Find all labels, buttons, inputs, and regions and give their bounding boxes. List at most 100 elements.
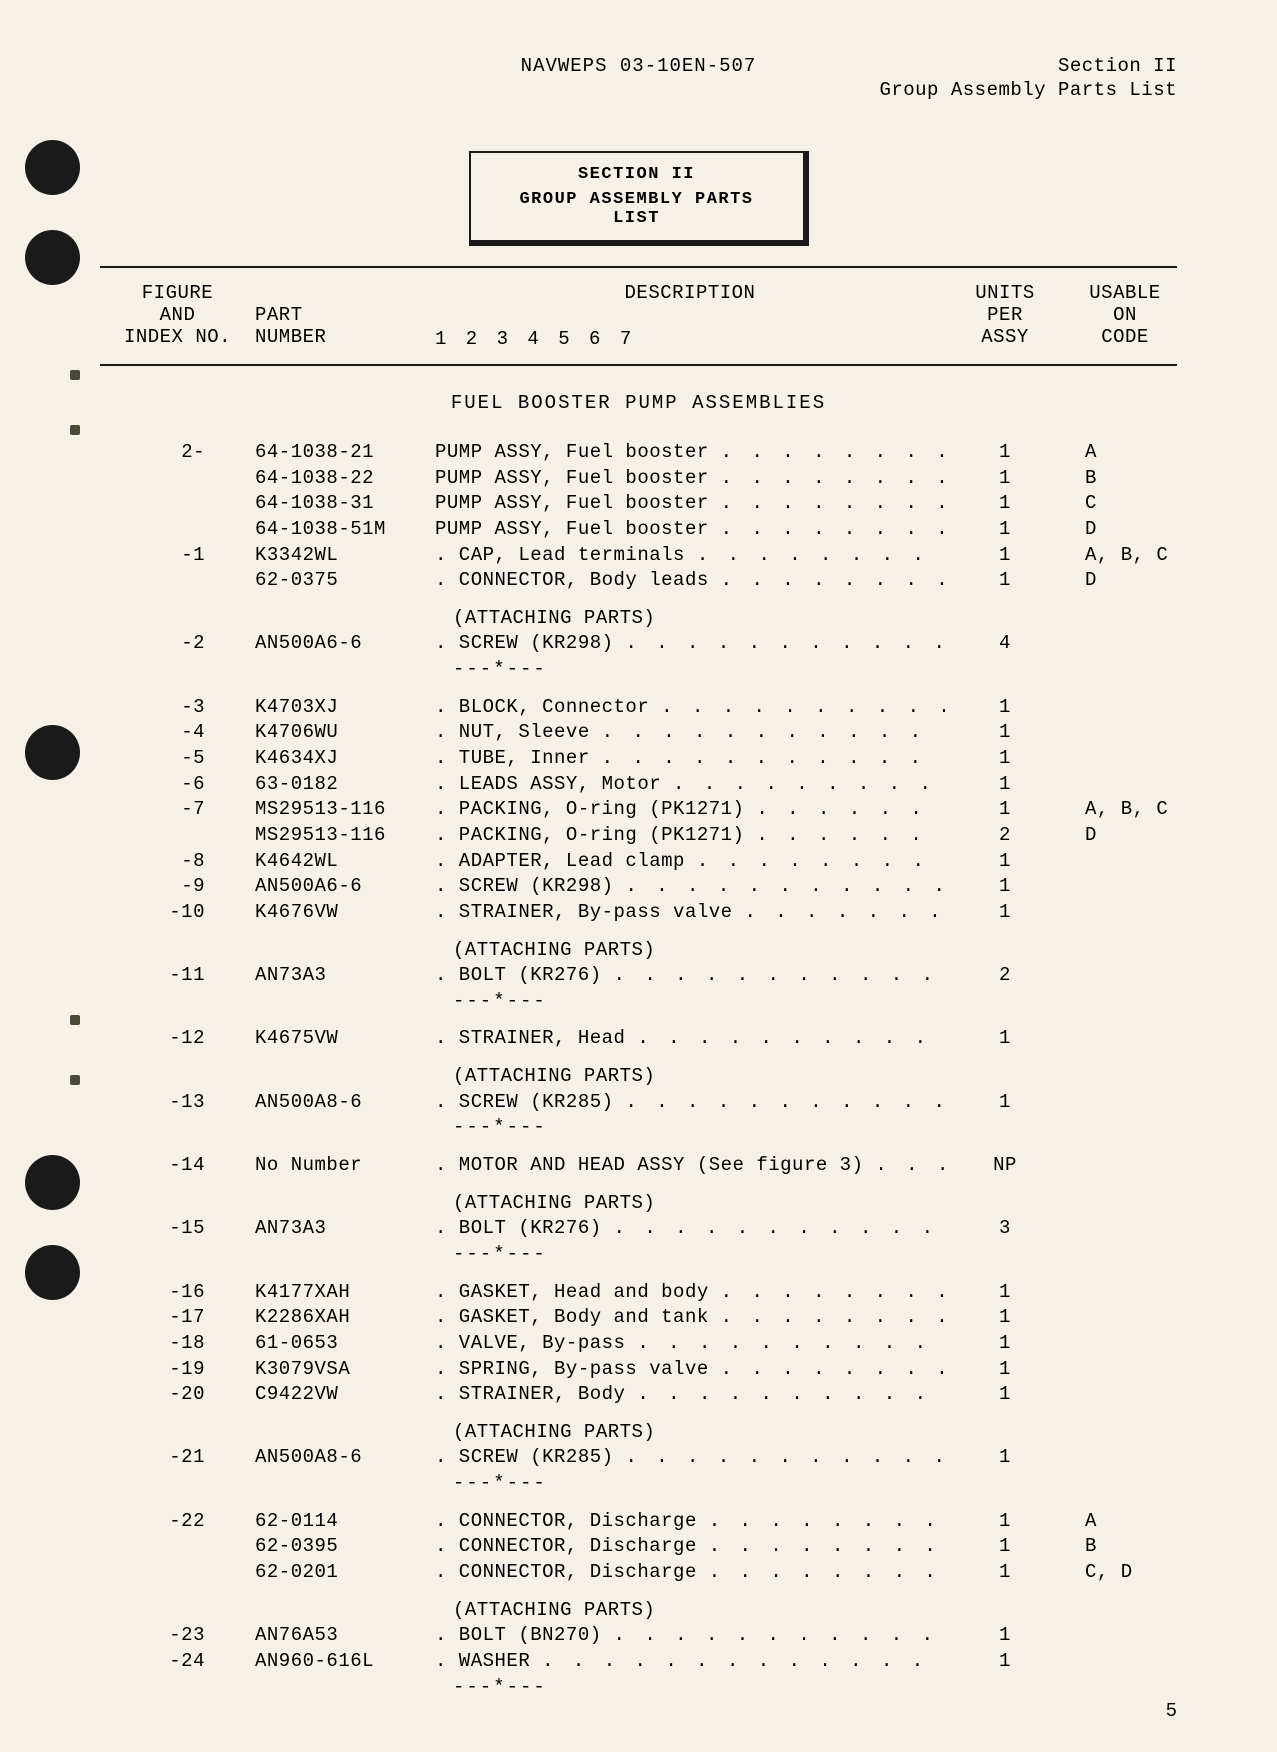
cell-part-number: K4675VW xyxy=(255,1026,425,1052)
cell-units: 1 xyxy=(945,720,1065,746)
section-label: Section II xyxy=(818,55,1177,77)
assembly-title: FUEL BOOSTER PUMP ASSEMBLIES xyxy=(100,392,1177,414)
cell-description: . CONNECTOR, Body leads . . . . . . . . … xyxy=(425,568,945,594)
cell-usable-code: A xyxy=(1065,1509,1185,1535)
cell-index: -22 xyxy=(100,1509,255,1535)
separator-row: ---*--- xyxy=(100,1115,1177,1141)
page-mark xyxy=(70,1015,80,1025)
cell-units: 3 xyxy=(945,1216,1065,1242)
table-row: 64-1038-22 PUMP ASSY, Fuel booster . . .… xyxy=(100,466,1177,492)
attaching-parts-header: (ATTACHING PARTS) xyxy=(100,1191,1177,1217)
cell-units: 1 xyxy=(945,1560,1065,1586)
cell-index: -13 xyxy=(100,1090,255,1116)
cell-part-number: AN73A3 xyxy=(255,1216,425,1242)
cell-units: 1 xyxy=(945,491,1065,517)
cell-description: . VALVE, By-pass . . . . . . . . . . . .… xyxy=(425,1331,945,1357)
cell-units: 2 xyxy=(945,963,1065,989)
attaching-parts-header: (ATTACHING PARTS) xyxy=(100,1598,1177,1624)
cell-part-number: MS29513-116 xyxy=(255,823,425,849)
doc-number: NAVWEPS 03-10EN-507 xyxy=(459,55,818,101)
table-row: 64-1038-51M PUMP ASSY, Fuel booster . . … xyxy=(100,517,1177,543)
separator-row: ---*--- xyxy=(100,1471,1177,1497)
cell-usable-code: C, D xyxy=(1065,1560,1185,1586)
cell-description: . STRAINER, Head . . . . . . . . . . . .… xyxy=(425,1026,945,1052)
cell-index: -20 xyxy=(100,1382,255,1408)
cell-description: . PACKING, O-ring (PK1271) . . . . . . .… xyxy=(425,797,945,823)
cell-units: 1 xyxy=(945,1445,1065,1471)
cell-part-number: AN960-616L xyxy=(255,1649,425,1675)
cell-usable-code: A xyxy=(1065,440,1185,466)
table-row: -17 K2286XAH . GASKET, Body and tank . .… xyxy=(100,1305,1177,1331)
section-title-box: SECTION II GROUP ASSEMBLY PARTS LIST xyxy=(469,151,809,246)
attaching-parts-header: (ATTACHING PARTS) xyxy=(100,1064,1177,1090)
cell-index: -19 xyxy=(100,1357,255,1383)
cell-units: 1 xyxy=(945,874,1065,900)
cell-units: 2 xyxy=(945,823,1065,849)
cell-part-number: K3342WL xyxy=(255,543,425,569)
cell-description: . SCREW (KR285) . . . . . . . . . . . . … xyxy=(425,1090,945,1116)
cell-part-number: 64-1038-51M xyxy=(255,517,425,543)
cell-description: . ADAPTER, Lead clamp . . . . . . . . . … xyxy=(425,849,945,875)
cell-part-number: AN73A3 xyxy=(255,963,425,989)
cell-units: 1 xyxy=(945,517,1065,543)
cell-description: . CONNECTOR, Discharge . . . . . . . . .… xyxy=(425,1560,945,1586)
table-row: 62-0201 . CONNECTOR, Discharge . . . . .… xyxy=(100,1560,1177,1586)
cell-units: 1 xyxy=(945,1090,1065,1116)
cell-index: -8 xyxy=(100,849,255,875)
cell-description: . CONNECTOR, Discharge . . . . . . . . .… xyxy=(425,1509,945,1535)
cell-part-number: K4634XJ xyxy=(255,746,425,772)
cell-usable-code: D xyxy=(1065,823,1185,849)
cell-units: 4 xyxy=(945,631,1065,657)
cell-index: -7 xyxy=(100,797,255,823)
cell-units: 1 xyxy=(945,1331,1065,1357)
cell-description: . STRAINER, Body . . . . . . . . . . . .… xyxy=(425,1382,945,1408)
cell-description: . WASHER . . . . . . . . . . . . . . . .… xyxy=(425,1649,945,1675)
cell-index: -2 xyxy=(100,631,255,657)
col-units-l1: UNITS xyxy=(945,282,1065,304)
cell-units: NP xyxy=(945,1153,1065,1179)
table-row: 62-0395 . CONNECTOR, Discharge . . . . .… xyxy=(100,1534,1177,1560)
cell-units: 1 xyxy=(945,440,1065,466)
table-row: MS29513-116 . PACKING, O-ring (PK1271) .… xyxy=(100,823,1177,849)
attaching-parts-header: (ATTACHING PARTS) xyxy=(100,1420,1177,1446)
cell-usable-code: D xyxy=(1065,568,1185,594)
cell-units: 1 xyxy=(945,1357,1065,1383)
table-row: -1 K3342WL . CAP, Lead terminals . . . .… xyxy=(100,543,1177,569)
section-subtitle: Group Assembly Parts List xyxy=(818,79,1177,101)
table-header: FIGURE AND INDEX NO. PART NUMBER DESCRIP… xyxy=(100,274,1177,358)
col-figure-l1: FIGURE xyxy=(100,282,255,304)
separator-row: ---*--- xyxy=(100,989,1177,1015)
punch-hole xyxy=(25,725,80,780)
cell-description: . SPRING, By-pass valve . . . . . . . . … xyxy=(425,1357,945,1383)
col-units-l3: ASSY xyxy=(945,326,1065,348)
cell-description: PUMP ASSY, Fuel booster . . . . . . . . … xyxy=(425,440,945,466)
cell-index: -3 xyxy=(100,695,255,721)
cell-part-number: 62-0114 xyxy=(255,1509,425,1535)
col-code-l3: CODE xyxy=(1065,326,1185,348)
cell-index: -15 xyxy=(100,1216,255,1242)
cell-index: -21 xyxy=(100,1445,255,1471)
cell-index: -17 xyxy=(100,1305,255,1331)
section-title-line2: GROUP ASSEMBLY PARTS LIST xyxy=(491,190,783,228)
cell-part-number: MS29513-116 xyxy=(255,797,425,823)
page-mark xyxy=(70,425,80,435)
table-row: -14 No Number . MOTOR AND HEAD ASSY (See… xyxy=(100,1153,1177,1179)
cell-units: 1 xyxy=(945,849,1065,875)
col-code-l2: ON xyxy=(1065,304,1185,326)
col-part-l1: PART xyxy=(255,304,425,326)
cell-index: -1 xyxy=(100,543,255,569)
punch-hole xyxy=(25,1155,80,1210)
cell-description: . NUT, Sleeve . . . . . . . . . . . . . … xyxy=(425,720,945,746)
cell-description: . MOTOR AND HEAD ASSY (See figure 3) . .… xyxy=(425,1153,945,1179)
cell-part-number: K4642WL xyxy=(255,849,425,875)
cell-units: 1 xyxy=(945,466,1065,492)
cell-units: 1 xyxy=(945,797,1065,823)
table-row: -13 AN500A8-6 . SCREW (KR285) . . . . . … xyxy=(100,1090,1177,1116)
cell-index: -24 xyxy=(100,1649,255,1675)
page-mark xyxy=(70,1075,80,1085)
table-row: -6 63-0182 . LEADS ASSY, Motor . . . . .… xyxy=(100,772,1177,798)
col-figure-l3: INDEX NO. xyxy=(100,326,255,348)
col-part-l2: NUMBER xyxy=(255,326,425,348)
cell-description: . GASKET, Head and body . . . . . . . . … xyxy=(425,1280,945,1306)
table-row: -18 61-0653 . VALVE, By-pass . . . . . .… xyxy=(100,1331,1177,1357)
